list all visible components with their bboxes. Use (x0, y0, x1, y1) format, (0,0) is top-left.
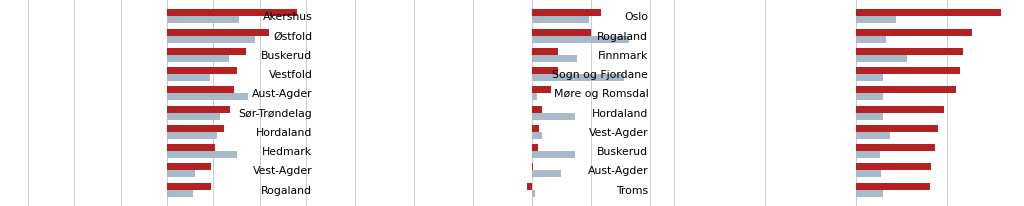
Bar (856, 93, 883, 100)
Bar (167, 113, 220, 119)
Bar (532, 106, 542, 113)
Bar (532, 55, 577, 62)
Bar (856, 67, 961, 74)
Bar (856, 170, 882, 177)
Bar (167, 74, 210, 81)
Bar (532, 87, 551, 93)
Bar (532, 151, 574, 158)
Bar (856, 87, 955, 93)
Bar (167, 55, 229, 62)
Bar (856, 183, 931, 190)
Bar (856, 36, 886, 42)
Bar (856, 29, 972, 36)
Bar (167, 36, 255, 42)
Bar (856, 132, 891, 139)
Bar (167, 170, 195, 177)
Bar (167, 190, 193, 197)
Bar (167, 151, 238, 158)
Bar (532, 67, 558, 74)
Bar (856, 16, 896, 23)
Bar (856, 113, 883, 119)
Bar (167, 132, 217, 139)
Bar (532, 48, 558, 55)
Bar (167, 125, 224, 132)
Bar (856, 55, 907, 62)
Bar (532, 74, 625, 81)
Bar (532, 113, 574, 119)
Bar (167, 144, 215, 151)
Bar (856, 151, 880, 158)
Bar (532, 170, 560, 177)
Bar (532, 164, 534, 170)
Bar (167, 93, 248, 100)
Bar (532, 36, 629, 42)
Bar (532, 144, 538, 151)
Bar (532, 9, 601, 16)
Bar (167, 164, 212, 170)
Bar (527, 183, 532, 190)
Bar (856, 125, 938, 132)
Bar (167, 48, 246, 55)
Bar (856, 190, 883, 197)
Bar (856, 144, 935, 151)
Bar (532, 132, 542, 139)
Bar (167, 87, 233, 93)
Bar (856, 106, 944, 113)
Bar (856, 48, 964, 55)
Bar (167, 106, 230, 113)
Bar (167, 16, 240, 23)
Bar (532, 93, 537, 100)
Bar (167, 9, 297, 16)
Bar (856, 164, 931, 170)
Bar (856, 74, 883, 81)
Bar (532, 190, 535, 197)
Bar (167, 29, 269, 36)
Bar (532, 125, 540, 132)
Bar (167, 67, 237, 74)
Bar (167, 183, 212, 190)
Bar (532, 16, 589, 23)
Bar (532, 29, 591, 36)
Bar (856, 9, 1001, 16)
